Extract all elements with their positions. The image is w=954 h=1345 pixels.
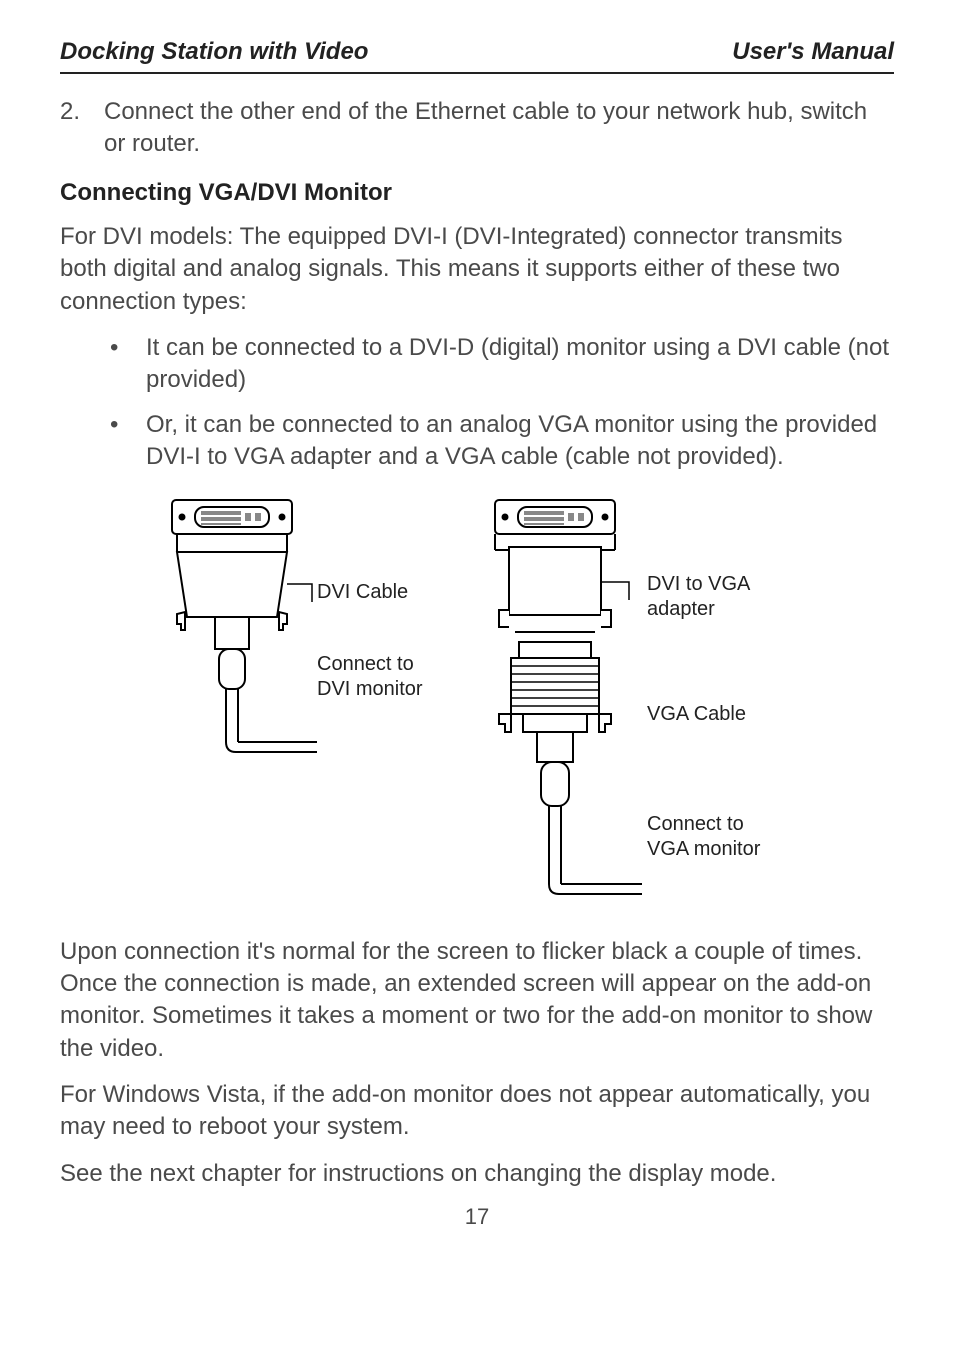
- list-item: • It can be connected to a DVI-D (digita…: [110, 332, 894, 397]
- paragraph-3: See the next chapter for instructions on…: [60, 1158, 894, 1190]
- list-item: • Or, it can be connected to an analog V…: [110, 409, 894, 474]
- paragraph-1: Upon connection it's normal for the scre…: [60, 936, 894, 1066]
- bullet-text: It can be connected to a DVI-D (digital)…: [146, 332, 894, 397]
- item-text: Connect the other end of the Ethernet ca…: [104, 96, 894, 161]
- bullet-list: • It can be connected to a DVI-D (digita…: [110, 332, 894, 474]
- numbered-item-2: 2. Connect the other end of the Ethernet…: [60, 96, 894, 161]
- header-right: User's Manual: [732, 38, 894, 66]
- header-left: Docking Station with Video: [60, 38, 368, 66]
- dvi-cable-icon: [137, 492, 337, 762]
- vga-diagram: DVI to VGA adapter VGA Cable Connect to …: [457, 492, 817, 912]
- section-title: Connecting VGA/DVI Monitor: [60, 179, 894, 207]
- vga-adapter-icon: [457, 492, 667, 912]
- item-number: 2.: [60, 96, 104, 161]
- dvi-diagram: DVI Cable Connect to DVI monitor: [137, 492, 457, 772]
- diagram-area: DVI Cable Connect to DVI monitor: [60, 492, 894, 912]
- bullet-icon: •: [110, 332, 146, 397]
- page-number: 17: [60, 1204, 894, 1230]
- dvi-connect-label: Connect to DVI monitor: [317, 652, 423, 702]
- dvi-cable-label: DVI Cable: [317, 580, 408, 605]
- intro-paragraph: For DVI models: The equipped DVI-I (DVI-…: [60, 221, 894, 318]
- dvi-vga-adapter-label: DVI to VGA adapter: [647, 572, 750, 622]
- page-header: Docking Station with Video User's Manual: [60, 38, 894, 74]
- paragraph-2: For Windows Vista, if the add-on monitor…: [60, 1079, 894, 1144]
- bullet-text: Or, it can be connected to an analog VGA…: [146, 409, 894, 474]
- bullet-icon: •: [110, 409, 146, 474]
- vga-connect-label: Connect to VGA monitor: [647, 812, 760, 862]
- vga-cable-label: VGA Cable: [647, 702, 746, 727]
